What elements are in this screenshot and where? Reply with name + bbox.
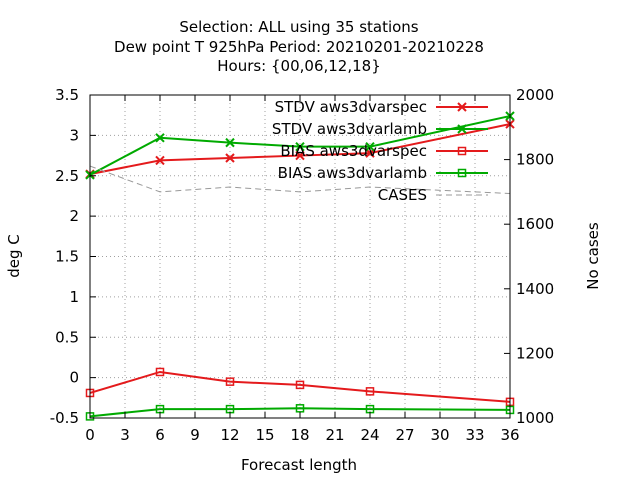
data-point-2: [155, 367, 165, 377]
y-axis-label: deg C: [5, 234, 23, 278]
x-tick-label: 33: [465, 426, 484, 444]
legend-entry-label: BIAS aws3dvarspec: [280, 142, 427, 160]
y2-axis-label: No cases: [584, 222, 602, 290]
x-tick-label: 21: [325, 426, 344, 444]
chart-title: Selection: ALL using 35 stations Dew poi…: [114, 18, 484, 75]
data-point-0: [155, 155, 165, 166]
x-tick-label: 15: [255, 426, 274, 444]
y2-tick-label: 1200: [516, 344, 554, 362]
y-tick-label: 1.5: [55, 248, 79, 266]
legend-entry-label: CASES: [378, 186, 427, 204]
x-tick-label: 6: [155, 426, 165, 444]
y2-tick-label: 2000: [516, 86, 554, 104]
legend-entry-label: STDV aws3dvarlamb: [272, 120, 427, 138]
data-point-0: [295, 150, 305, 161]
data-point-1: [155, 133, 165, 143]
x-tick-label: 30: [430, 426, 449, 444]
y-tick-label: -0.5: [50, 409, 79, 427]
legend-marker: [457, 124, 467, 134]
y-tick-label: 2.5: [55, 167, 79, 185]
data-point-1: [365, 141, 375, 152]
x-tick-label: 36: [500, 426, 519, 444]
x-tick-label: 9: [190, 426, 200, 444]
y-tick-label: 0: [69, 369, 79, 387]
x-tick-label: 18: [290, 426, 309, 444]
legend-marker: [457, 168, 467, 178]
data-point-1: [225, 137, 235, 148]
data-point-2: [365, 387, 375, 396]
y2-tick-label: 1400: [516, 280, 554, 298]
legend-entry-label: BIAS aws3dvarlamb: [278, 164, 427, 182]
y-tick-label: 1: [69, 288, 79, 306]
legend-entry-label: STDV aws3dvarspec: [275, 98, 427, 116]
x-tick-label: 12: [220, 426, 239, 444]
legend: STDV aws3dvarspec STDV aws3dvarlamb BIAS a…: [272, 98, 488, 204]
series-line-4: [89, 165, 511, 195]
x-axis-label: Forecast length: [241, 456, 357, 474]
title-line-3: Hours: {00,06,12,18}: [217, 57, 381, 75]
axis-ticks: 0 3 6 9 12 15 18 21 24 27 30 33 36-0.500.511.522.533…: [50, 86, 554, 444]
legend-marker: [457, 146, 467, 156]
x-tick-label: 27: [395, 426, 414, 444]
data-point-3: [295, 404, 305, 413]
x-tick-label: 3: [120, 426, 130, 444]
y-tick-label: 3.5: [55, 86, 79, 104]
x-tick-label: 0: [85, 426, 95, 444]
series-line-1: [89, 115, 511, 176]
series-line-0: [89, 123, 511, 176]
y2-tick-label: 1600: [516, 215, 554, 233]
y2-tick-label: 1800: [516, 151, 554, 169]
y-tick-label: 2: [69, 207, 79, 225]
data-point-2: [295, 380, 305, 390]
y-tick-label: 3: [69, 126, 79, 144]
series-line-3: [89, 407, 511, 418]
series-line-2: [89, 370, 511, 403]
title-line-1: Selection: ALL using 35 stations: [179, 18, 418, 36]
y-tick-label: 0.5: [55, 328, 79, 346]
title-line-2: Dew point T 925hPa Period: 20210201-2021…: [114, 38, 484, 56]
legend-marker: [457, 102, 467, 112]
x-tick-label: 24: [360, 426, 379, 444]
data-point-0: [225, 153, 235, 163]
data-point-1: [295, 141, 305, 152]
data-point-2: [225, 377, 235, 386]
y2-tick-label: 1000: [516, 409, 554, 427]
